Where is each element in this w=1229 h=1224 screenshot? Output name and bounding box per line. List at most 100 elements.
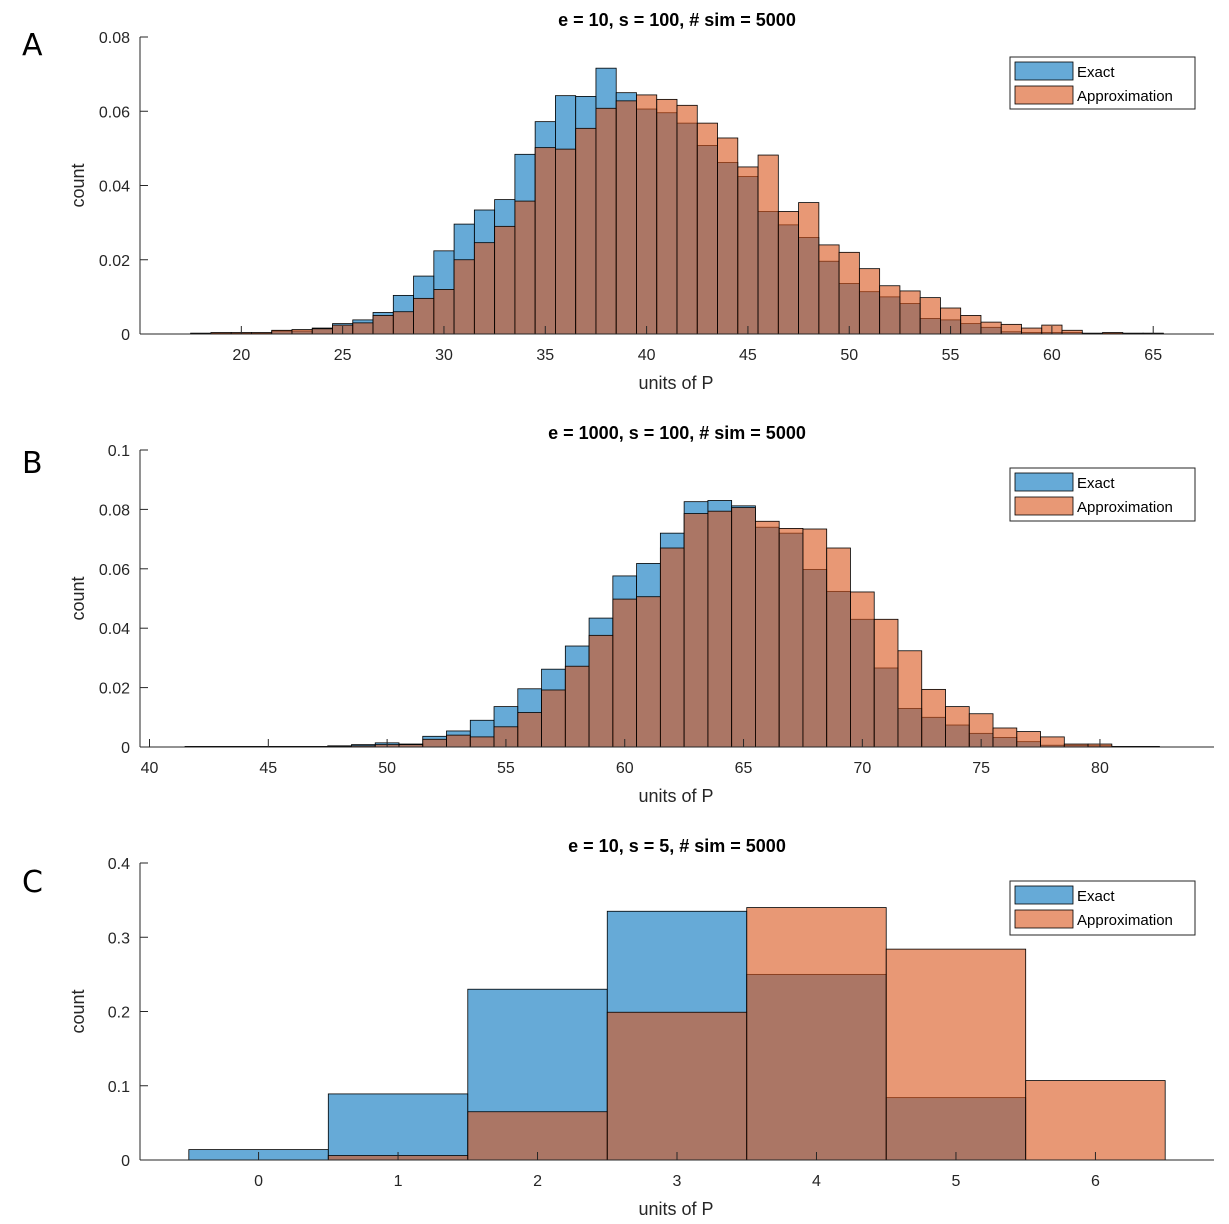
histogram-bar (683, 513, 709, 748)
x-tick-label: 45 (259, 760, 277, 777)
histogram-bar (696, 122, 718, 335)
x-tick-label: 65 (1144, 347, 1162, 364)
histogram-bar (746, 907, 887, 1161)
histogram-bar (392, 311, 414, 335)
y-axis-label: count (68, 576, 88, 620)
x-tick-label: 70 (853, 760, 871, 777)
histogram-bar (1016, 731, 1041, 748)
legend-label-exact: Exact (1077, 475, 1115, 492)
histogram-bar (612, 598, 638, 748)
histogram-bar (311, 328, 333, 335)
histogram-bar (1000, 323, 1022, 335)
histogram-bar (494, 225, 516, 335)
histogram-bar (676, 104, 698, 335)
histogram-bar (469, 736, 495, 748)
histogram-bar (992, 727, 1018, 748)
histogram-bar (467, 1111, 608, 1161)
legend-swatch-approximation (1014, 85, 1074, 105)
histogram-bar (541, 689, 566, 748)
histogram-bar (1021, 327, 1043, 335)
histogram-bar (534, 147, 556, 335)
y-tick-label: 0.08 (99, 30, 130, 47)
x-tick-label: 60 (616, 760, 634, 777)
y-tick-label: 0.04 (99, 179, 130, 196)
panel-letter: B (22, 446, 43, 481)
histogram-bar (826, 547, 851, 748)
histogram-bar (777, 211, 799, 335)
legend-label-approximation: Approximation (1077, 912, 1173, 929)
histogram-bar (873, 618, 899, 748)
x-tick-label: 60 (1043, 347, 1061, 364)
histogram-bar (717, 137, 739, 335)
x-tick-label: 5 (952, 1173, 961, 1190)
histogram-bar (850, 591, 875, 748)
histogram-bar (473, 242, 496, 335)
y-tick-label: 0.04 (99, 621, 130, 638)
histogram-bar (422, 738, 447, 748)
x-axis-label: units of P (638, 786, 713, 806)
chart-title: e = 1000, s = 100, # sim = 5000 (548, 423, 806, 443)
x-tick-label: 80 (1091, 760, 1109, 777)
histogram-bar (919, 297, 941, 335)
panel-letter: A (22, 28, 43, 63)
legend: Exact Approximation (1009, 880, 1196, 936)
histogram-bar (271, 329, 293, 335)
histogram-bar (446, 734, 471, 748)
x-tick-label: 6 (1091, 1173, 1100, 1190)
legend: Exact Approximation (1009, 467, 1196, 522)
histogram-bar (858, 268, 881, 335)
x-tick-label: 40 (141, 760, 159, 777)
histogram-bar (1040, 736, 1065, 748)
y-tick-label: 0.2 (108, 1005, 130, 1022)
histogram-bar (588, 634, 614, 748)
histogram-bar (564, 665, 590, 748)
histogram-bar (778, 528, 804, 748)
x-tick-label: 45 (739, 347, 757, 364)
histogram-bar (885, 948, 1027, 1161)
histogram-bar (575, 127, 597, 335)
histogram-bar (960, 315, 982, 335)
legend-label-approximation: Approximation (1077, 88, 1173, 105)
histogram-bar (737, 166, 759, 335)
y-tick-label: 0.06 (99, 562, 130, 579)
x-tick-label: 2 (533, 1173, 542, 1190)
histogram-bar (897, 650, 923, 748)
histogram-bar (595, 107, 617, 335)
chart-title: e = 10, s = 5, # sim = 5000 (568, 836, 786, 856)
x-tick-label: 25 (334, 347, 352, 364)
histogram-bar (1061, 329, 1083, 335)
legend: Exact Approximation (1009, 56, 1196, 110)
legend-swatch-exact (1014, 472, 1074, 492)
histogram-bar (606, 1011, 748, 1161)
histogram-bar (636, 596, 661, 748)
histogram-panel-b: Be = 1000, s = 100, # sim = 5000 40 45 50 55… (22, 423, 1214, 806)
x-tick-label: 30 (435, 347, 453, 364)
x-axis-label: units of P (638, 1199, 713, 1219)
series-approximation (184, 507, 1160, 748)
y-tick-label: 0.02 (99, 253, 130, 270)
legend-label-exact: Exact (1077, 64, 1115, 81)
histogram-bar (980, 321, 1002, 335)
x-tick-label: 4 (812, 1173, 821, 1190)
legend-swatch-approximation (1014, 909, 1074, 929)
x-tick-label: 35 (536, 347, 554, 364)
y-tick-label: 0.08 (99, 502, 130, 519)
y-tick-label: 0.1 (108, 1079, 130, 1096)
histogram-bar (899, 290, 921, 335)
histogram-bar (838, 251, 860, 335)
x-tick-label: 20 (232, 347, 250, 364)
histogram-bar (755, 520, 780, 748)
histogram-bar (879, 285, 901, 335)
histogram-bar (731, 507, 756, 748)
histogram-bar (945, 706, 970, 748)
legend-label-exact: Exact (1077, 888, 1115, 905)
histogram-bar (798, 202, 820, 335)
histogram-bar (659, 547, 685, 748)
panel-letter: C (22, 865, 43, 900)
legend-swatch-approximation (1014, 496, 1074, 516)
x-tick-label: 40 (638, 347, 656, 364)
histogram-bar (291, 329, 313, 335)
y-tick-label: 0.3 (108, 930, 130, 947)
histogram-bar (453, 259, 475, 335)
